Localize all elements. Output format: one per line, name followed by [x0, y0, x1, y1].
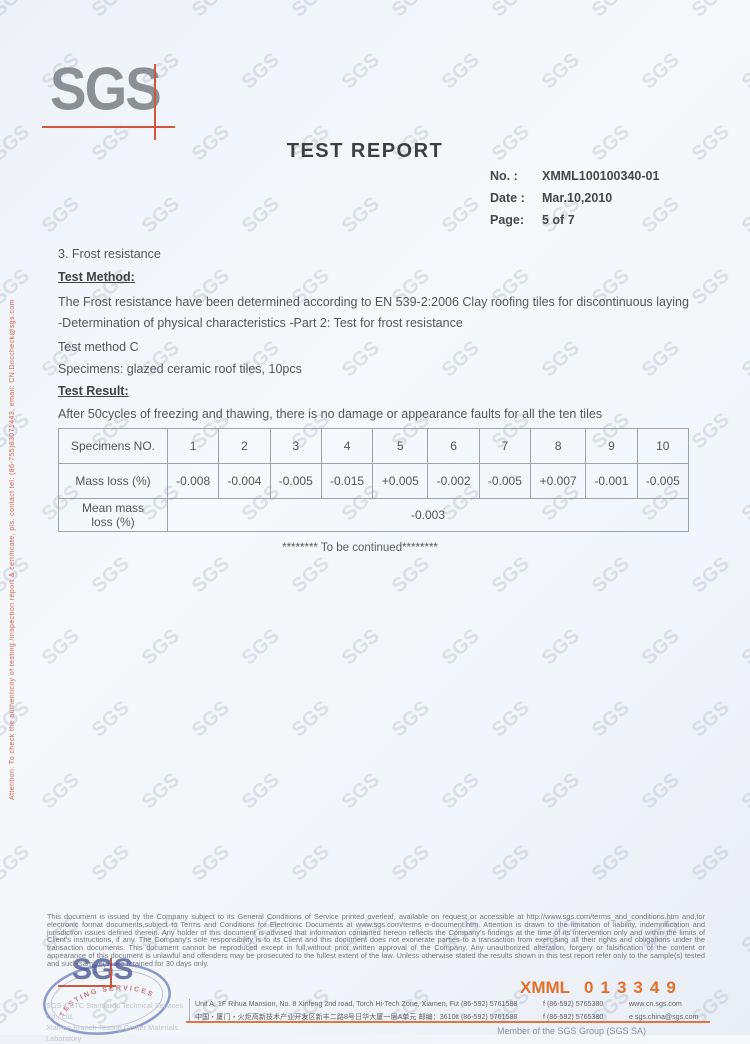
mean-label-line1: Mean mass: [81, 501, 145, 515]
company-name-block: SGS-CSTC Standards Technical Services Co…: [46, 1000, 188, 1044]
mass-loss-value-cell: -0.001: [585, 463, 638, 499]
to-be-continued-note: ******** To be continued********: [282, 542, 438, 554]
mass-loss-value-cell: +0.005: [372, 463, 429, 499]
method-line: Test method C: [58, 340, 139, 354]
report-page-label: Page:: [490, 213, 525, 227]
report-date-value: Mar.10,2010: [542, 191, 613, 205]
company-name-line2: Xiamen Branch Testing Center Materials L…: [46, 1023, 179, 1043]
specimen-number-cell: 10: [636, 428, 690, 464]
mean-label-line2: loss (%): [91, 515, 135, 529]
specimen-number-cell: 1: [166, 428, 220, 464]
footer-divider: [189, 999, 190, 1022]
authenticity-side-note: Attention: To check the authenticity of …: [9, 299, 16, 800]
email-link: e sgs.china@sgs.com: [629, 1013, 699, 1021]
report-page-value: 5 of 7: [542, 213, 575, 227]
specimen-number-cell: 9: [585, 428, 638, 464]
table-row-mean: Mean mass loss (%) -0.003: [58, 498, 689, 532]
report-number-row: No. : XMML100100340-01: [490, 165, 659, 187]
telephone-english: t (86-592) 5761588: [457, 1000, 518, 1008]
mass-loss-value-cell: -0.005: [636, 463, 690, 499]
telephone-chinese: t (86-592) 5761588: [457, 1013, 518, 1021]
specimen-number-cell: 2: [218, 428, 271, 464]
specimens-header-cell: Specimens NO.: [58, 428, 168, 464]
test-result-label: Test Result:: [58, 384, 129, 398]
method-paragraph: The Frost resistance have been determine…: [58, 295, 689, 330]
specimen-number-cell: 6: [427, 428, 480, 464]
logo-crosshair-horizontal: [42, 126, 175, 128]
specimen-number-cell: 4: [320, 428, 374, 464]
mass-loss-value-cell: -0.015: [320, 463, 374, 499]
specimen-number-cell: 7: [478, 428, 532, 464]
report-date-label: Date :: [490, 191, 525, 205]
test-method-label: Test Method:: [58, 270, 135, 284]
address-row-chinese: 中国・厦门・火炬高新技术产业开发区新丰二路8号日华大厦一层A单元 邮编：3610…: [195, 1011, 711, 1024]
footer-logo-crosshair-horizontal: [58, 985, 116, 987]
page-title: TEST REPORT: [286, 140, 444, 162]
footer-logo-crosshair-vertical: [110, 958, 112, 988]
serial-number: 013349: [584, 978, 683, 997]
address-chinese: 中国・厦门・火炬高新技术产业开发区新丰二路8号日华大厦一层A单元 邮编：3610…: [195, 1013, 457, 1021]
address-row-english: Unit A, 1F Rihua Mansion, No. 8 Xinfeng …: [195, 998, 711, 1011]
specimen-number-cell: 5: [372, 428, 429, 464]
fax-english: f (86-592) 5765380: [543, 1000, 604, 1008]
specimens-line: Specimens: glazed ceramic roof tiles, 10…: [58, 362, 302, 376]
mass-loss-value-cell: +0.007: [530, 463, 587, 499]
website-link: www.cn.sgs.com: [629, 1000, 682, 1008]
member-line: Member of the SGS Group (SGS SA): [497, 1026, 647, 1036]
serial-prefix: XMML: [520, 978, 571, 997]
fax-chinese: f (86-592) 5765380: [543, 1013, 604, 1021]
report-meta: No. : XMML100100340-01 Date : Mar.10,201…: [490, 165, 659, 231]
mass-loss-value-cell: -0.004: [218, 463, 271, 499]
logo-crosshair-vertical: [154, 64, 156, 140]
mass-loss-value-cell: -0.008: [166, 463, 220, 499]
mean-value-cell: -0.003: [167, 498, 689, 532]
results-table: Specimens NO. 1 2 3 4 5 6 7 8 9 10 Mass …: [58, 428, 690, 532]
mass-loss-label-cell: Mass loss (%): [58, 463, 168, 499]
legal-disclaimer: This document is issued by the Company s…: [47, 912, 705, 968]
section-heading: 3. Frost resistance: [58, 247, 161, 261]
mass-loss-value-cell: -0.002: [427, 463, 480, 499]
address-english: Unit A, 1F Rihua Mansion, No. 8 Xinfeng …: [195, 1000, 457, 1008]
table-row-specimens: Specimens NO. 1 2 3 4 5 6 7 8 9 10: [58, 428, 690, 464]
mean-label-cell: Mean mass loss (%): [58, 498, 168, 532]
sgs-logo: SGS: [50, 55, 162, 123]
mass-loss-value-cell: -0.005: [478, 463, 532, 499]
report-body: 3. Frost resistance Test Method: The Fro…: [58, 246, 692, 556]
report-page-row: Page: 5 of 7: [490, 209, 659, 231]
result-line: After 50cycles of freezing and thawing, …: [58, 407, 603, 421]
address-block: Unit A, 1F Rihua Mansion, No. 8 Xinfeng …: [195, 998, 711, 1024]
mass-loss-value-cell: -0.005: [269, 463, 322, 499]
specimen-number-cell: 8: [530, 428, 587, 464]
specimen-number-cell: 3: [269, 428, 322, 464]
company-name-line1: SGS-CSTC Standards Technical Services Co…: [46, 1001, 184, 1021]
report-number-label: No. :: [490, 169, 518, 183]
company-stamp: TESTING SERVICES: [43, 963, 171, 1035]
report-date-row: Date : Mar.10,2010: [490, 187, 659, 209]
report-serial-stamp: XMML 013349: [520, 978, 683, 998]
report-number-value: XMML100100340-01: [542, 169, 660, 183]
footer-rule: [186, 1021, 710, 1023]
table-row-mass-loss: Mass loss (%) -0.008 -0.004 -0.005 -0.01…: [58, 463, 690, 499]
